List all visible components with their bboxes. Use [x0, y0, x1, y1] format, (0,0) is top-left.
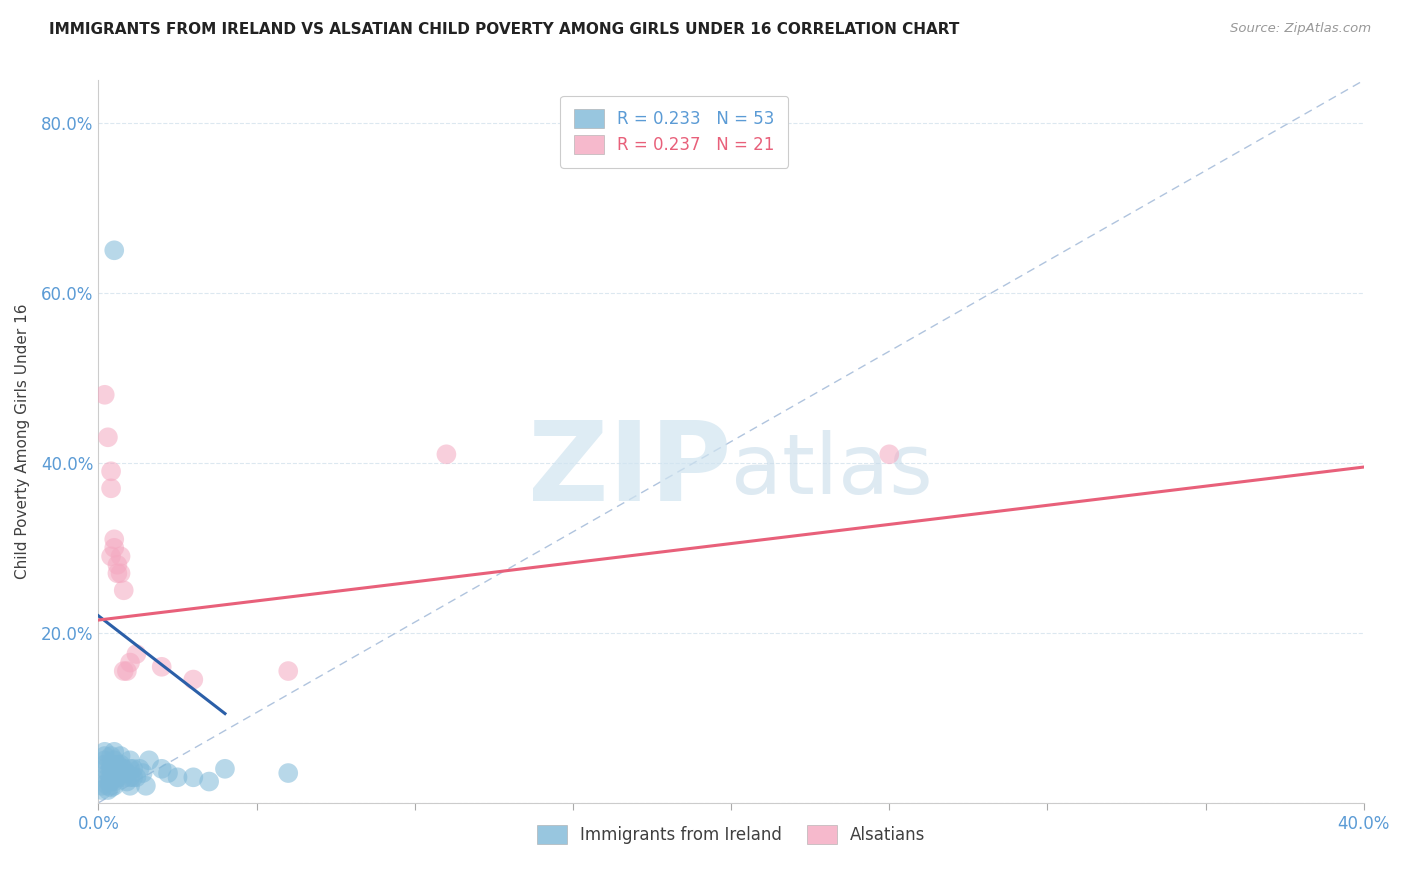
Point	[135, 779, 157, 793]
Point	[97, 770, 120, 784]
Point	[877, 447, 900, 461]
Point	[107, 558, 129, 572]
Point	[120, 753, 141, 767]
Point	[103, 533, 125, 547]
Point	[103, 541, 125, 555]
Point	[115, 664, 138, 678]
Point	[120, 770, 141, 784]
Point	[90, 783, 112, 797]
Point	[128, 762, 150, 776]
Point	[90, 779, 112, 793]
Point	[112, 664, 135, 678]
Y-axis label: Child Poverty Among Girls Under 16: Child Poverty Among Girls Under 16	[15, 304, 30, 579]
Point	[125, 770, 148, 784]
Point	[93, 757, 117, 772]
Point	[110, 566, 132, 581]
Point	[103, 779, 125, 793]
Text: atlas: atlas	[731, 430, 932, 511]
Point	[110, 757, 132, 772]
Point	[157, 766, 180, 780]
Point	[112, 583, 135, 598]
Point	[107, 566, 129, 581]
Point	[103, 244, 125, 258]
Point	[100, 749, 122, 764]
Point	[100, 481, 122, 495]
Point	[100, 757, 122, 772]
Point	[107, 757, 129, 772]
Point	[103, 762, 125, 776]
Point	[214, 762, 236, 776]
Point	[110, 549, 132, 564]
Point	[93, 745, 117, 759]
Point	[97, 783, 120, 797]
Point	[97, 774, 120, 789]
Point	[97, 430, 120, 444]
Point	[100, 774, 122, 789]
Point	[115, 766, 138, 780]
Point	[100, 549, 122, 564]
Point	[100, 780, 122, 795]
Point	[103, 774, 125, 789]
Point	[100, 770, 122, 784]
Point	[277, 766, 299, 780]
Point	[120, 656, 141, 670]
Point	[112, 762, 135, 776]
Point	[112, 770, 135, 784]
Point	[97, 766, 120, 780]
Point	[100, 762, 122, 776]
Point	[150, 660, 173, 674]
Point	[120, 779, 141, 793]
Text: IMMIGRANTS FROM IRELAND VS ALSATIAN CHILD POVERTY AMONG GIRLS UNDER 16 CORRELATI: IMMIGRANTS FROM IRELAND VS ALSATIAN CHIL…	[49, 22, 959, 37]
Point	[138, 753, 160, 767]
Point	[115, 774, 138, 789]
Point	[150, 762, 173, 776]
Point	[97, 779, 120, 793]
Point	[166, 770, 188, 784]
Point	[125, 647, 148, 661]
Point	[183, 673, 205, 687]
Legend: Immigrants from Ireland, Alsatians: Immigrants from Ireland, Alsatians	[529, 816, 934, 852]
Text: Source: ZipAtlas.com: Source: ZipAtlas.com	[1230, 22, 1371, 36]
Point	[120, 762, 141, 776]
Point	[93, 388, 117, 402]
Point	[103, 745, 125, 759]
Point	[93, 762, 117, 776]
Point	[110, 749, 132, 764]
Point	[93, 749, 117, 764]
Text: ZIP: ZIP	[527, 417, 731, 524]
Point	[103, 770, 125, 784]
Point	[110, 766, 132, 780]
Point	[183, 770, 205, 784]
Point	[198, 774, 221, 789]
Point	[100, 464, 122, 478]
Point	[436, 447, 458, 461]
Point	[107, 770, 129, 784]
Point	[122, 770, 145, 784]
Point	[103, 753, 125, 767]
Point	[277, 664, 299, 678]
Point	[93, 753, 117, 767]
Point	[122, 762, 145, 776]
Point	[107, 766, 129, 780]
Point	[132, 766, 155, 780]
